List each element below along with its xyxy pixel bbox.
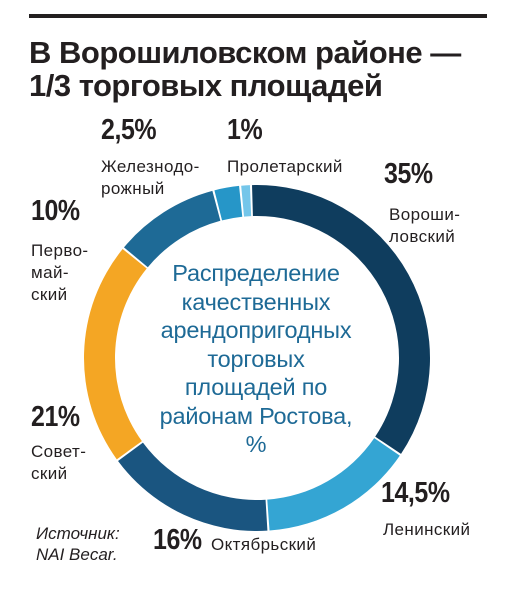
chart-center-text: Распределение качественных арендопригодн… (138, 259, 374, 459)
slice-label-zheleznodorozhny: Железнодо- рожный (101, 156, 200, 200)
slice-value-leninsky: 14,5% (381, 477, 450, 509)
slice-label-voroshilovsky-line-1: Вороши- (389, 205, 461, 224)
title-line-1: В Ворошиловском районе — (29, 35, 461, 70)
chart-title: В Ворошиловском районе — 1/3 торговых пл… (29, 36, 499, 102)
donut-slice-pervomaysky (123, 190, 221, 268)
center-line-7: % (245, 431, 267, 457)
donut-slice-leninsky (267, 438, 400, 531)
slice-label-pervomaysky: Перво- май- ский (31, 240, 88, 306)
donut-slice-sovetsky (84, 249, 147, 460)
source-line-2: NAI Becar. (36, 545, 118, 564)
slice-label-pervomaysky-line-3: ский (31, 285, 68, 304)
center-line-6: районам Ростова, (159, 402, 353, 429)
center-line-4: торговых (207, 345, 305, 372)
source-note: Источник: NAI Becar. (36, 523, 120, 565)
donut-slice-proletarsky (241, 185, 252, 217)
slice-label-sovetsky-line-2: ский (31, 464, 68, 483)
source-line-1: Источник: (36, 524, 120, 543)
title-line-2: 1/3 торговых площадей (29, 68, 383, 103)
slice-label-sovetsky-line-1: Совет- (31, 442, 87, 461)
top-rule (29, 14, 487, 18)
slice-label-voroshilovsky: Вороши- ловский (389, 204, 460, 248)
slice-label-leninsky-line-1: Ленинский (383, 520, 471, 539)
slice-label-proletarsky: Пролетарский (227, 156, 343, 178)
slice-value-zheleznodorozhny: 2,5% (101, 114, 157, 146)
slice-label-pervomaysky-line-1: Перво- (31, 241, 89, 260)
slice-label-sovetsky: Совет- ский (31, 441, 86, 485)
slice-value-sovetsky: 21% (31, 401, 80, 433)
slice-value-pervomaysky: 10% (31, 195, 80, 227)
slice-label-oktyabrsky-line-1: Октябрьский (211, 535, 317, 554)
slice-value-voroshilovsky: 35% (384, 158, 433, 190)
donut-slice-oktyabrsky (118, 442, 268, 531)
center-line-1: Распределение (172, 260, 340, 286)
center-line-2: качественных (181, 288, 331, 315)
slice-label-pervomaysky-line-2: май- (31, 263, 69, 282)
slice-label-leninsky: Ленинский (383, 519, 470, 541)
slice-label-voroshilovsky-line-2: ловский (389, 227, 456, 246)
slice-value-oktyabrsky: 16% (153, 524, 202, 556)
slice-label-zheleznodorozhny-line-2: рожный (101, 179, 165, 198)
center-line-3: арендопригодных (160, 317, 352, 343)
center-line-5: площадей по (184, 374, 328, 400)
slice-label-zheleznodorozhny-line-1: Железнодо- (101, 157, 200, 176)
donut-slice-voroshilovsky (252, 185, 431, 454)
slice-label-proletarsky-line-1: Пролетарский (227, 157, 343, 176)
donut-slice-zheleznodorozhny (214, 185, 243, 221)
slice-label-oktyabrsky: Октябрьский (211, 534, 316, 556)
slice-value-proletarsky: 1% (227, 114, 263, 146)
